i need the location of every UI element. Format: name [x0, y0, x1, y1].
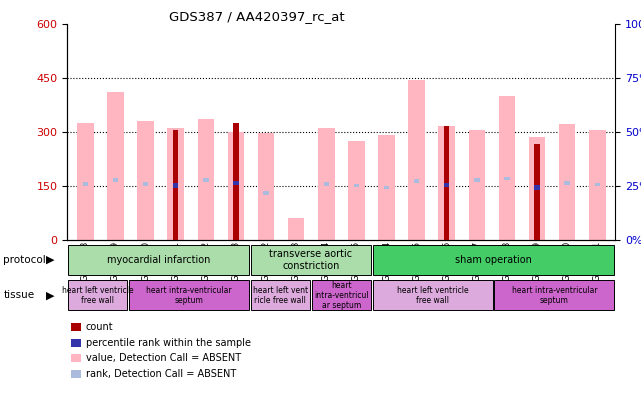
Bar [499, 96, 515, 240]
Text: heart intra-ventricular
septum: heart intra-ventricular septum [512, 286, 597, 305]
Bar [372, 280, 493, 310]
Bar [535, 144, 540, 240]
Bar [129, 280, 249, 310]
Bar [348, 141, 365, 240]
Text: heart left vent
ricle free wall: heart left vent ricle free wall [253, 286, 308, 305]
Text: rank, Detection Call = ABSENT: rank, Detection Call = ABSENT [86, 369, 236, 379]
Bar [258, 133, 274, 240]
Bar [469, 130, 485, 240]
Bar [228, 131, 244, 240]
Bar [113, 179, 118, 182]
Bar [83, 182, 88, 186]
Text: sham operation: sham operation [455, 255, 532, 265]
Bar [318, 128, 335, 240]
Bar [251, 280, 310, 310]
Bar [137, 121, 154, 240]
Bar [143, 182, 148, 186]
Bar [494, 280, 615, 310]
Bar [68, 280, 128, 310]
Bar [354, 184, 359, 187]
Text: heart left ventricle
free wall: heart left ventricle free wall [62, 286, 133, 305]
Bar [565, 181, 570, 185]
Bar [312, 280, 371, 310]
Text: protocol: protocol [3, 255, 46, 265]
Bar [444, 126, 449, 240]
Bar [233, 181, 238, 185]
Bar [324, 182, 329, 186]
Text: count: count [86, 322, 113, 332]
Text: GDS387 / AA420397_rc_at: GDS387 / AA420397_rc_at [169, 10, 344, 23]
Bar [504, 177, 510, 180]
Bar [414, 179, 419, 183]
Bar [107, 92, 124, 240]
Bar [535, 185, 540, 190]
Bar [233, 123, 238, 240]
Bar [68, 245, 249, 275]
Text: heart
intra-ventricul
ar septum: heart intra-ventricul ar septum [314, 280, 369, 310]
Bar [378, 135, 395, 240]
Bar [173, 183, 178, 188]
Text: heart left ventricle
free wall: heart left ventricle free wall [397, 286, 469, 305]
Bar [263, 191, 269, 194]
Bar [251, 245, 371, 275]
Bar [589, 130, 606, 240]
Bar [444, 183, 449, 187]
Text: value, Detection Call = ABSENT: value, Detection Call = ABSENT [86, 353, 241, 364]
Bar [438, 126, 455, 240]
Bar [529, 137, 545, 240]
Text: percentile rank within the sample: percentile rank within the sample [86, 337, 251, 348]
Bar [203, 179, 208, 182]
Text: ▶: ▶ [46, 255, 54, 265]
Bar [372, 245, 615, 275]
Text: ▶: ▶ [46, 290, 54, 301]
Bar [559, 124, 576, 240]
Bar [474, 179, 479, 182]
Text: tissue: tissue [3, 290, 35, 301]
Text: transverse aortic
constriction: transverse aortic constriction [269, 249, 353, 270]
Bar [173, 130, 178, 240]
Bar [595, 183, 600, 187]
Bar [288, 218, 304, 240]
Bar [197, 119, 214, 240]
Text: myocardial infarction: myocardial infarction [107, 255, 210, 265]
Bar [167, 128, 184, 240]
Text: heart intra-ventricular
septum: heart intra-ventricular septum [146, 286, 232, 305]
Bar [384, 186, 389, 189]
Bar [408, 80, 425, 240]
Bar [77, 123, 94, 240]
